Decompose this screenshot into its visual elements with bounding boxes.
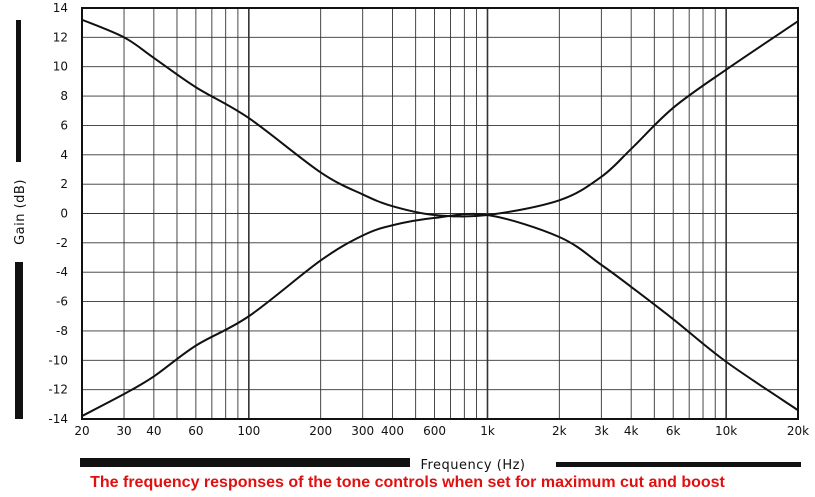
boost-response-line bbox=[81, 18, 799, 218]
y-tick-label: -14 bbox=[48, 412, 68, 426]
x-tick-label: 6k bbox=[666, 424, 681, 438]
x-tick-label: 20k bbox=[787, 424, 809, 438]
x-tick-label: 200 bbox=[309, 424, 332, 438]
y-tick-label: -8 bbox=[56, 324, 68, 338]
y-tick-label: 4 bbox=[60, 148, 68, 162]
axis-title-layer: Frequency (Hz) Gain (dB) bbox=[13, 20, 801, 473]
x-axis-title: Frequency (Hz) bbox=[420, 458, 525, 473]
y-axis-bar-top bbox=[16, 20, 21, 162]
y-axis-title: Gain (dB) bbox=[13, 179, 28, 245]
x-tick-label: 300 bbox=[351, 424, 374, 438]
plot-frame bbox=[81, 7, 799, 420]
y-tick-label: 12 bbox=[53, 30, 68, 44]
x-tick-label: 2k bbox=[552, 424, 567, 438]
grid-layer bbox=[81, 7, 799, 420]
y-tick-label: -4 bbox=[56, 265, 68, 279]
y-tick-label: 14 bbox=[53, 1, 68, 15]
x-tick-label: 30 bbox=[116, 424, 131, 438]
x-axis-bar-right bbox=[556, 462, 801, 467]
tick-label-layer: 20 30 40 60 100 200 300 400 600 1k 2k 3k 4k 6k 10k 20k-… bbox=[48, 1, 809, 438]
x-tick-label: 60 bbox=[188, 424, 203, 438]
y-tick-label: -10 bbox=[48, 353, 68, 367]
y-tick-label: 8 bbox=[60, 89, 68, 103]
y-axis-bar-bottom bbox=[15, 262, 23, 419]
x-tick-label: 100 bbox=[237, 424, 260, 438]
x-tick-label: 3k bbox=[594, 424, 609, 438]
figure-caption: The frequency responses of the tone cont… bbox=[90, 474, 725, 491]
x-tick-label: 1k bbox=[480, 424, 495, 438]
x-axis-bar-left bbox=[80, 458, 410, 467]
x-tick-label: 4k bbox=[624, 424, 639, 438]
series-layer bbox=[81, 18, 799, 417]
x-tick-label: 20 bbox=[74, 424, 89, 438]
frame-layer bbox=[81, 7, 799, 420]
x-tick-label: 400 bbox=[381, 424, 404, 438]
y-tick-label: -6 bbox=[56, 295, 68, 309]
y-tick-label: 6 bbox=[60, 118, 68, 132]
y-tick-label: 10 bbox=[53, 60, 68, 74]
y-tick-label: -2 bbox=[56, 236, 68, 250]
x-tick-label: 600 bbox=[423, 424, 446, 438]
y-tick-label: 0 bbox=[60, 207, 68, 221]
cut-response-line bbox=[81, 212, 799, 417]
y-tick-label: 2 bbox=[60, 177, 68, 191]
x-tick-label: 10k bbox=[715, 424, 737, 438]
y-tick-label: -12 bbox=[48, 383, 68, 397]
x-tick-label: 40 bbox=[146, 424, 161, 438]
